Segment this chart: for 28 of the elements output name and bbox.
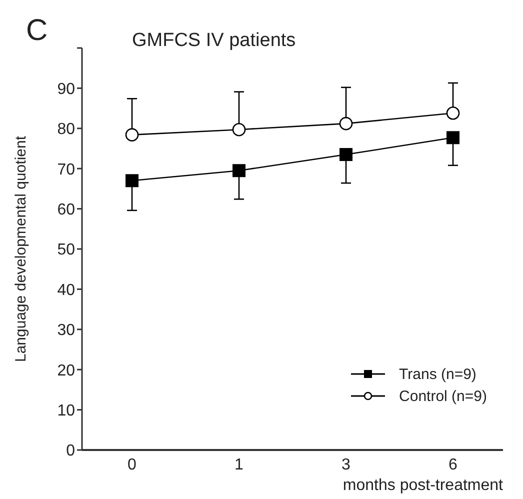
legend-label: Trans (n=9) — [399, 366, 476, 382]
y-tick-label: 40 — [57, 282, 76, 299]
y-tick-label: 80 — [57, 121, 76, 138]
x-tick-label: 0 — [128, 456, 137, 474]
x-tick-label: 6 — [448, 456, 458, 474]
y-tick-label: 0 — [66, 442, 76, 460]
point — [232, 122, 246, 136]
point — [232, 164, 246, 178]
y-tick-label: 60 — [57, 201, 76, 218]
point — [446, 106, 460, 120]
legend-label: Control (n=9) — [399, 388, 487, 404]
x-tick-label: 3 — [342, 456, 351, 474]
point — [126, 174, 138, 188]
y-tick-label: 30 — [57, 322, 76, 340]
y-tick-label: 20 — [57, 362, 76, 380]
x-axis-title: months post-treatment — [342, 477, 504, 494]
text: C — [26, 14, 48, 48]
y-tick-label: 90 — [57, 80, 76, 98]
y-tick-label: 10 — [57, 402, 76, 420]
y-tick-label: 70 — [57, 161, 76, 178]
x-tick-label: 1 — [234, 456, 244, 474]
point — [339, 116, 353, 130]
y-tick-label: 50 — [57, 242, 76, 259]
point — [446, 131, 460, 144]
point — [125, 128, 139, 142]
chart-title: GMFCS IV patients — [132, 30, 296, 52]
y-axis-title: Language developmental quotient — [12, 135, 30, 362]
point — [340, 148, 352, 162]
